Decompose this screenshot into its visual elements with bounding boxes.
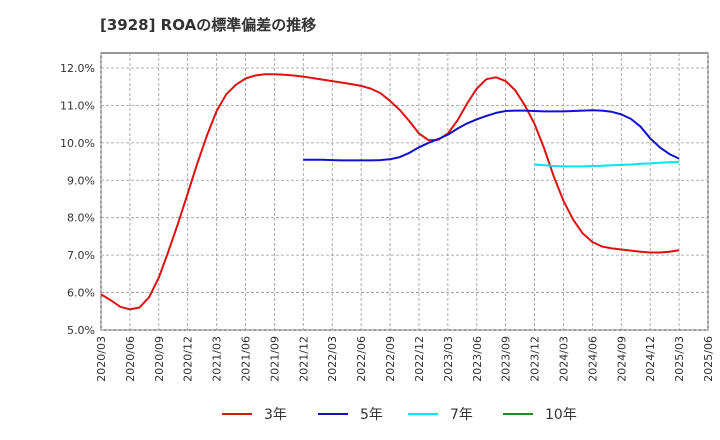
chart-title: [3928] ROAの標準偏差の推移 (100, 16, 317, 34)
legend-label-3: 7年 (450, 407, 473, 423)
y-tick-label: 12.0% (60, 62, 95, 75)
x-tick-label: 2021/06 (240, 336, 253, 382)
x-tick-label: 2024/09 (615, 336, 628, 382)
y-tick-label: 11.0% (60, 99, 95, 112)
x-tick-label: 2024/03 (557, 336, 570, 382)
legend-label-1: 3年 (264, 407, 287, 423)
x-tick-label: 2025/03 (673, 336, 686, 382)
x-tick-label: 2021/03 (211, 336, 224, 382)
x-tick-label: 2022/03 (326, 336, 339, 382)
x-tick-label: 2024/06 (586, 336, 599, 382)
x-tick-label: 2021/12 (297, 336, 310, 382)
x-tick-label: 2023/12 (529, 336, 542, 382)
y-tick-label: 6.0% (67, 287, 95, 300)
grid-lines (100, 53, 709, 331)
x-tick-label: 2020/12 (182, 336, 195, 382)
series-layer (100, 73, 680, 311)
x-tick-label: 2020/03 (95, 336, 108, 382)
x-axis: 2020/03 2020/06 2020/09 2020/12 2021/03 2021/… (95, 336, 715, 382)
plot-area (100, 52, 709, 331)
legend: 3年 5年 7年 10年 (222, 407, 577, 423)
x-tick-label: 2020/06 (124, 336, 137, 382)
x-tick-label: 2022/09 (384, 336, 397, 382)
plot-frame (100, 52, 709, 331)
legend-label-4: 10年 (545, 407, 577, 423)
series-line-2 (303, 109, 680, 162)
y-tick-label: 9.0% (67, 174, 95, 187)
y-tick-label: 5.0% (67, 324, 95, 337)
x-tick-label: 2025/06 (702, 336, 715, 382)
x-tick-label: 2022/12 (413, 336, 426, 382)
legend-label-2: 5年 (360, 407, 383, 423)
y-tick-label: 10.0% (60, 137, 95, 150)
x-tick-label: 2024/12 (644, 336, 657, 382)
x-tick-label: 2020/09 (153, 336, 166, 382)
y-tick-label: 7.0% (67, 249, 95, 262)
x-tick-label: 2023/03 (442, 336, 455, 382)
x-tick-label: 2023/09 (500, 336, 513, 382)
y-axis: 5.0% 6.0% 7.0% 8.0% 9.0% 10.0% 11.0% 12.0% (60, 62, 95, 337)
x-tick-label: 2022/06 (355, 336, 368, 382)
series-line-1 (100, 73, 680, 311)
series-line-3 (534, 160, 680, 168)
y-tick-label: 8.0% (67, 212, 95, 225)
x-tick-label: 2021/09 (268, 336, 281, 382)
x-tick-label: 2023/06 (471, 336, 484, 382)
